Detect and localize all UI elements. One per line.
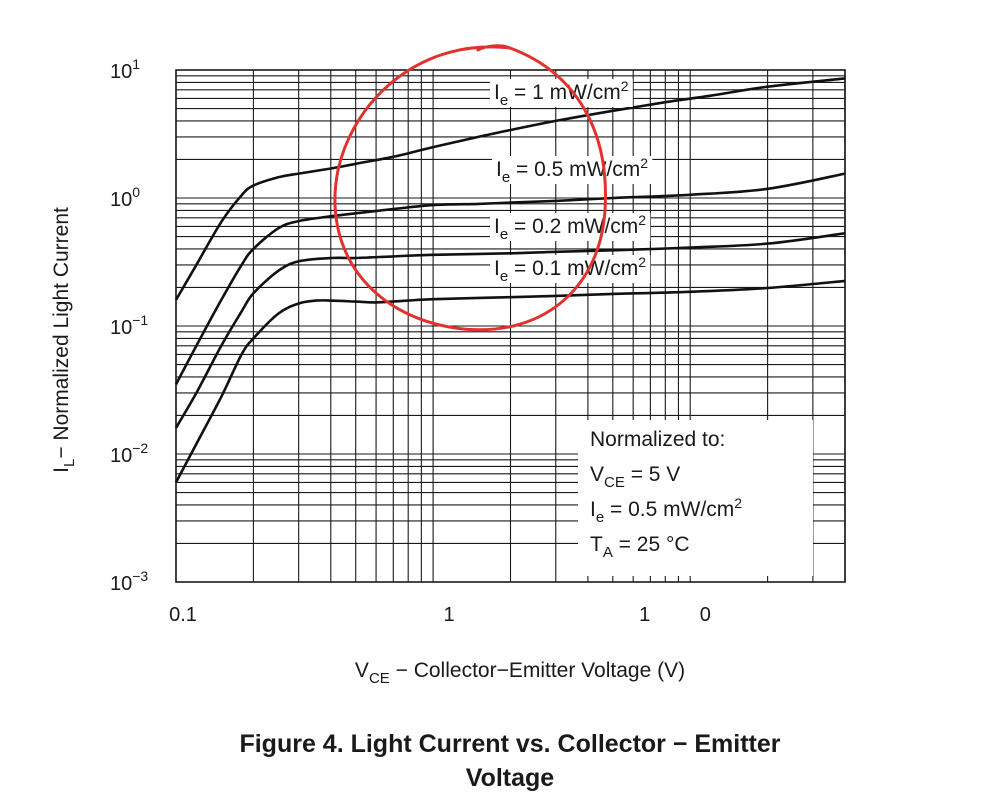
curve-label-2-text: = 0.5 mW/cm <box>510 158 640 181</box>
x-axis-title-text: − Collector−Emitter Voltage (V) <box>390 659 685 682</box>
normalization-line-3-subscript: A <box>603 544 613 561</box>
y-tick-base: 10 <box>110 445 132 467</box>
y-axis-title-subscript: L <box>61 459 78 467</box>
series-line-1 <box>174 77 846 301</box>
normalization-line-3-text: = 25 °C <box>613 533 690 556</box>
curve-label-background <box>490 79 633 107</box>
normalization-line-2-text: = 0.5 mW/cm <box>604 498 734 521</box>
y-tick-exponent: −1 <box>132 312 148 328</box>
series-line-4 <box>174 279 846 484</box>
y-tick-label-2: 100 <box>110 184 140 211</box>
normalization-line-3: TA = 25 °C <box>590 533 690 561</box>
normalization-line-1-text: = 5 V <box>625 463 680 486</box>
y-axis-title-symbol: I <box>50 467 73 473</box>
normalization-line-1: VCE = 5 V <box>590 463 680 491</box>
y-tick-label-3: 10−1 <box>110 312 148 339</box>
normalization-box-background <box>578 420 813 576</box>
curve-label-background <box>490 255 651 283</box>
plot-frame <box>175 69 846 583</box>
y-tick-base: 10 <box>110 573 132 595</box>
curve-label-4-subscript: e <box>500 268 508 285</box>
x-tick-label-3: 1 0 <box>639 604 733 626</box>
normalization-line-3-symbol: T <box>590 533 603 556</box>
highlight-circle-path <box>333 44 607 332</box>
curve-label-1-subscript: e <box>500 92 508 109</box>
curve-label-2-subscript: e <box>502 169 510 186</box>
y-tick-label-4: 10−2 <box>110 440 148 467</box>
x-axis-title: VCE − Collector−Emitter Voltage (V) <box>355 659 685 687</box>
x-tick-label-2: 1 <box>443 604 454 626</box>
curve-label-2-superscript: 2 <box>640 155 648 171</box>
curve-label-1-superscript: 2 <box>621 78 629 94</box>
normalization-box: Normalized to: VCE = 5 V Ie = 0.5 mW/cm2 TA… <box>578 420 813 576</box>
x-axis-title-symbol: V <box>355 659 369 682</box>
normalization-line-1-subscript: CE <box>604 474 625 491</box>
series-line-3 <box>174 232 846 429</box>
curve-label-4-superscript: 2 <box>638 254 646 270</box>
y-axis-title-text: − Normalized Light Current <box>50 207 73 459</box>
figure-caption-line-2: Voltage <box>466 764 555 792</box>
curve-label-4-symbol: I <box>494 257 500 280</box>
series-curves <box>174 77 846 484</box>
curve-label-background <box>490 213 651 241</box>
y-tick-exponent: −3 <box>132 568 148 584</box>
curve-label-1: Ie = 1 mW/cm2 <box>494 78 629 109</box>
normalization-line-2-subscript: e <box>596 509 604 526</box>
y-tick-label-1: 101 <box>110 56 140 83</box>
figure-caption-line-1: Figure 4. Light Current vs. Collector − … <box>239 730 780 758</box>
curve-label-4-text: = 0.1 mW/cm <box>508 257 638 280</box>
y-tick-exponent: −2 <box>132 440 148 456</box>
normalization-box-title: Normalized to: <box>590 428 725 451</box>
curve-label-3-text: = 0.2 mW/cm <box>508 215 638 238</box>
normalization-line-2-symbol: I <box>590 498 596 521</box>
x-axis-title-subscript: CE <box>369 670 390 687</box>
curve-label-2-symbol: I <box>496 158 502 181</box>
highlight-circle <box>333 44 607 332</box>
curve-label-3-symbol: I <box>494 215 500 238</box>
curve-label-3-subscript: e <box>500 226 508 243</box>
curve-label-3-superscript: 2 <box>638 212 646 228</box>
curve-label-3: Ie = 0.2 mW/cm2 <box>494 212 646 243</box>
normalization-line-2-superscript: 2 <box>734 495 742 511</box>
curve-label-1-text: = 1 mW/cm <box>508 81 621 104</box>
y-tick-base: 10 <box>110 61 132 83</box>
curve-label-2: Ie = 0.5 mW/cm2 <box>496 155 648 186</box>
y-tick-base: 10 <box>110 317 132 339</box>
y-tick-exponent: 0 <box>132 184 140 200</box>
y-tick-label-5: 10−3 <box>110 568 148 595</box>
curve-label-background <box>492 156 653 184</box>
y-axis-title: IL− Normalized Light Current <box>50 207 78 473</box>
curve-label-4: Ie = 0.1 mW/cm2 <box>494 254 646 285</box>
y-tick-exponent: 1 <box>132 56 140 72</box>
series-line-2 <box>174 172 846 386</box>
x-tick-label-1: 0.1 <box>169 604 197 626</box>
normalization-line-2: Ie = 0.5 mW/cm2 <box>590 495 742 526</box>
curve-label-1-symbol: I <box>494 81 500 104</box>
y-tick-base: 10 <box>110 189 132 211</box>
axis-titles: VCE − Collector−Emitter Voltage (V)IL− N… <box>50 207 685 687</box>
normalization-line-1-symbol: V <box>590 463 604 486</box>
